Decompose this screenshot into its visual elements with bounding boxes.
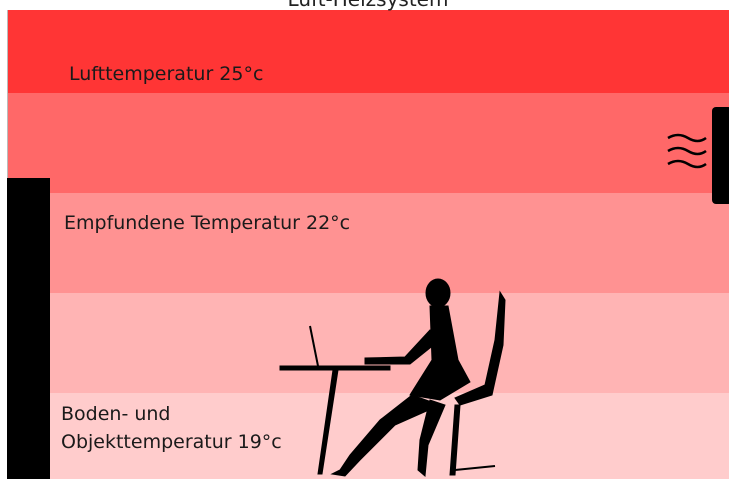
floor-temperature-label: Objekttemperatur 19°c xyxy=(61,431,282,453)
air-waves xyxy=(667,133,707,169)
person-at-desk xyxy=(279,278,506,478)
felt-temperature-label: Empfundene Temperatur 22°c xyxy=(64,212,350,234)
band-lower xyxy=(7,293,729,393)
air-temperature-label: Lufttemperatur 25°c xyxy=(69,63,263,85)
band-upper xyxy=(7,93,729,193)
floor-temperature-label: Boden- und xyxy=(61,403,171,425)
band-middle xyxy=(7,193,729,293)
heater xyxy=(712,107,729,204)
title: Luft-Heizsystem xyxy=(288,0,449,11)
band-air xyxy=(7,10,729,93)
wall xyxy=(7,178,50,479)
